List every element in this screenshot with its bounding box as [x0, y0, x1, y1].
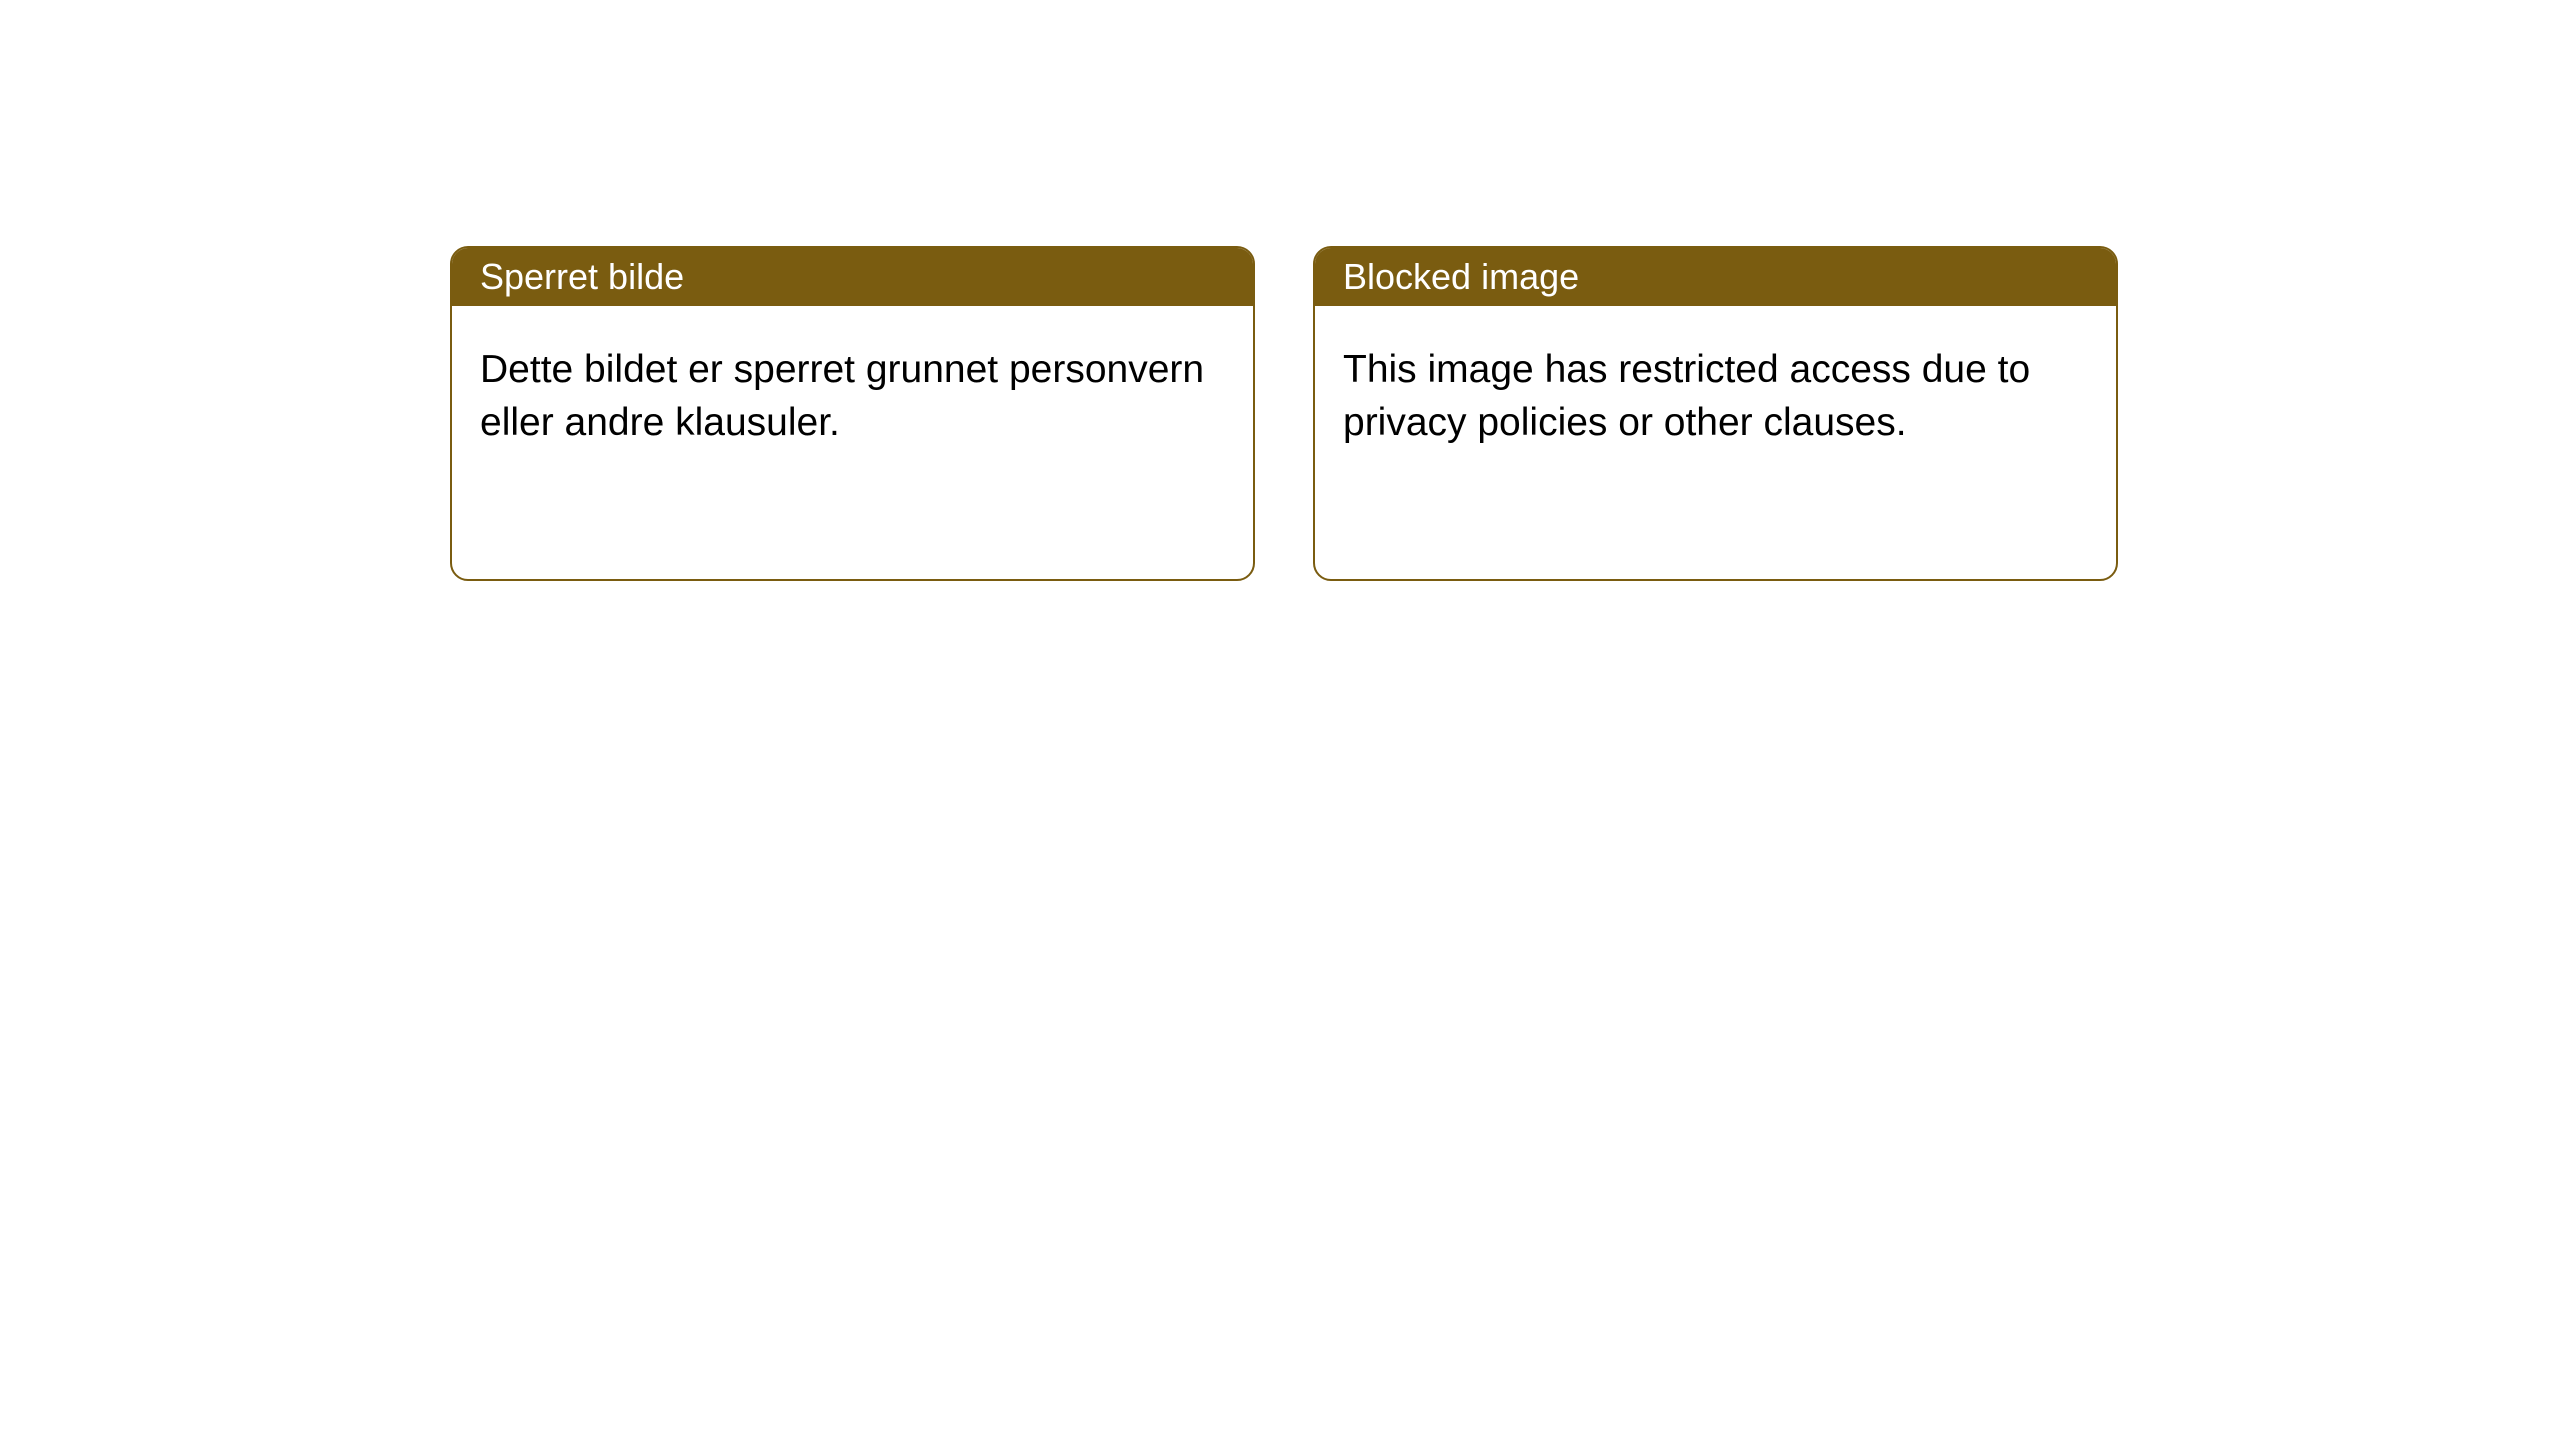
notice-header-norwegian: Sperret bilde [452, 248, 1253, 306]
notice-container: Sperret bilde Dette bildet er sperret gr… [450, 246, 2118, 581]
notice-text-english: This image has restricted access due to … [1343, 348, 2030, 444]
notice-body-english: This image has restricted access due to … [1315, 306, 2116, 487]
notice-header-english: Blocked image [1315, 248, 2116, 306]
notice-text-norwegian: Dette bildet er sperret grunnet personve… [480, 348, 1204, 444]
notice-box-norwegian: Sperret bilde Dette bildet er sperret gr… [450, 246, 1255, 581]
notice-body-norwegian: Dette bildet er sperret grunnet personve… [452, 306, 1253, 487]
notice-title-norwegian: Sperret bilde [480, 256, 684, 298]
notice-title-english: Blocked image [1343, 256, 1579, 298]
notice-box-english: Blocked image This image has restricted … [1313, 246, 2118, 581]
